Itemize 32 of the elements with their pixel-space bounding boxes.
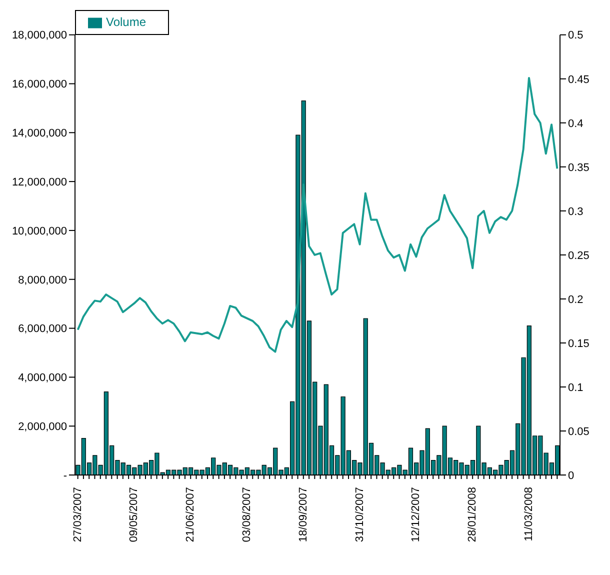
x-tick-label: 12/12/2007: [410, 487, 422, 542]
legend-label: Volume: [106, 15, 146, 29]
y2-tick-label: 0.45: [568, 74, 590, 86]
y-tick-label: 12,000,000: [12, 176, 67, 188]
y2-tick-label: 0.3: [568, 206, 584, 218]
y-tick-label: -: [63, 470, 68, 482]
x-tick-label: 03/08/2007: [241, 487, 254, 542]
y-tick-label: 10,000,000: [12, 225, 67, 238]
y-tick-label: 2,000,000: [18, 420, 67, 433]
y2-tick-label: 0.25: [568, 250, 590, 262]
y2-tick-label: 0.2: [568, 294, 584, 306]
y-tick-label: 8,000,000: [18, 274, 67, 286]
x-tick-label: 09/05/2007: [128, 487, 140, 542]
y-tick-label: 18,000,000: [12, 30, 67, 42]
y2-tick-label: 0.35: [568, 162, 590, 174]
y-tick-label: 14,000,000: [12, 128, 67, 140]
y-tick-label: 6,000,000: [18, 323, 67, 336]
y-tick-label: 16,000,000: [12, 78, 67, 91]
y2-tick-label: 0.1: [568, 382, 584, 394]
line-series: [76, 76, 558, 353]
x-tick-label: 11/03/2008: [522, 487, 535, 542]
x-tick-label: 21/06/2007: [184, 487, 197, 542]
y2-tick-label: 0.4: [568, 118, 584, 130]
x-tick-label: 31/10/2007: [354, 487, 366, 542]
y2-tick-label: 0: [568, 470, 574, 482]
y2-tick-label: 0.05: [568, 426, 590, 438]
x-tick-label: 18/09/2007: [297, 487, 310, 542]
y-tick-label: 4,000,000: [18, 372, 67, 384]
x-tick-label: 28/01/2008: [466, 487, 479, 542]
y2-tick-label: 0.5: [568, 30, 584, 42]
y2-tick-label: 0.15: [568, 338, 590, 350]
x-tick-label: 27/03/2007: [72, 487, 84, 542]
